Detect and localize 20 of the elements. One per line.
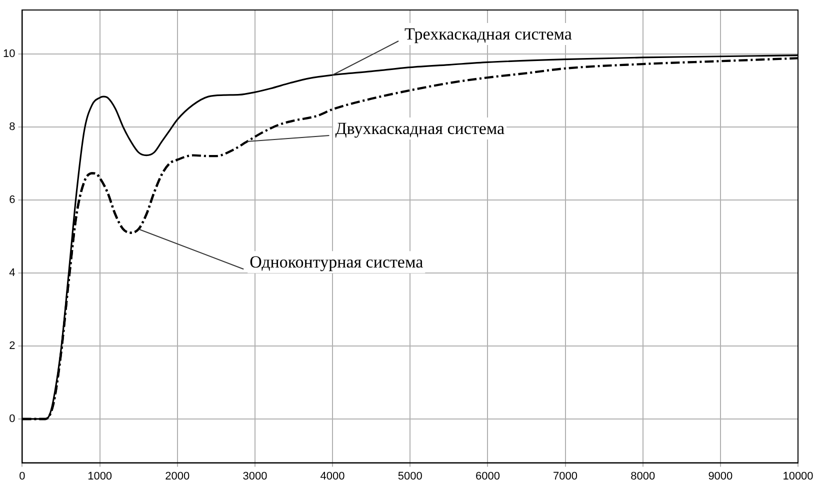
y-tick-label: 2 [9,340,16,352]
x-tick-label: 7000 [553,470,578,482]
text: Одноконтурная система [250,252,424,272]
x-tick-label: 0 [19,470,26,482]
x-tick-label: 2000 [165,470,190,482]
x-tick-label: 3000 [242,470,268,482]
x-tick-label: 10000 [782,470,814,482]
y-tick-label: 6 [9,194,16,206]
series-label: Трехкаскадная система [404,24,572,44]
y-tick-label: 4 [9,266,16,279]
x-tick-label: 9000 [708,470,733,482]
x-tick-label: 6000 [475,470,500,482]
y-tick-label: 0 [9,413,16,426]
x-tick-label: 5000 [398,470,422,482]
x-tick-label: 8000 [630,470,656,482]
x-tick-label: 1000 [88,470,112,482]
series-label: Двухкаскадная система [335,118,506,138]
y-tick-label: 10 [2,48,16,60]
x-tick-label: 4000 [320,470,345,482]
y-tick-label: 8 [9,120,16,133]
